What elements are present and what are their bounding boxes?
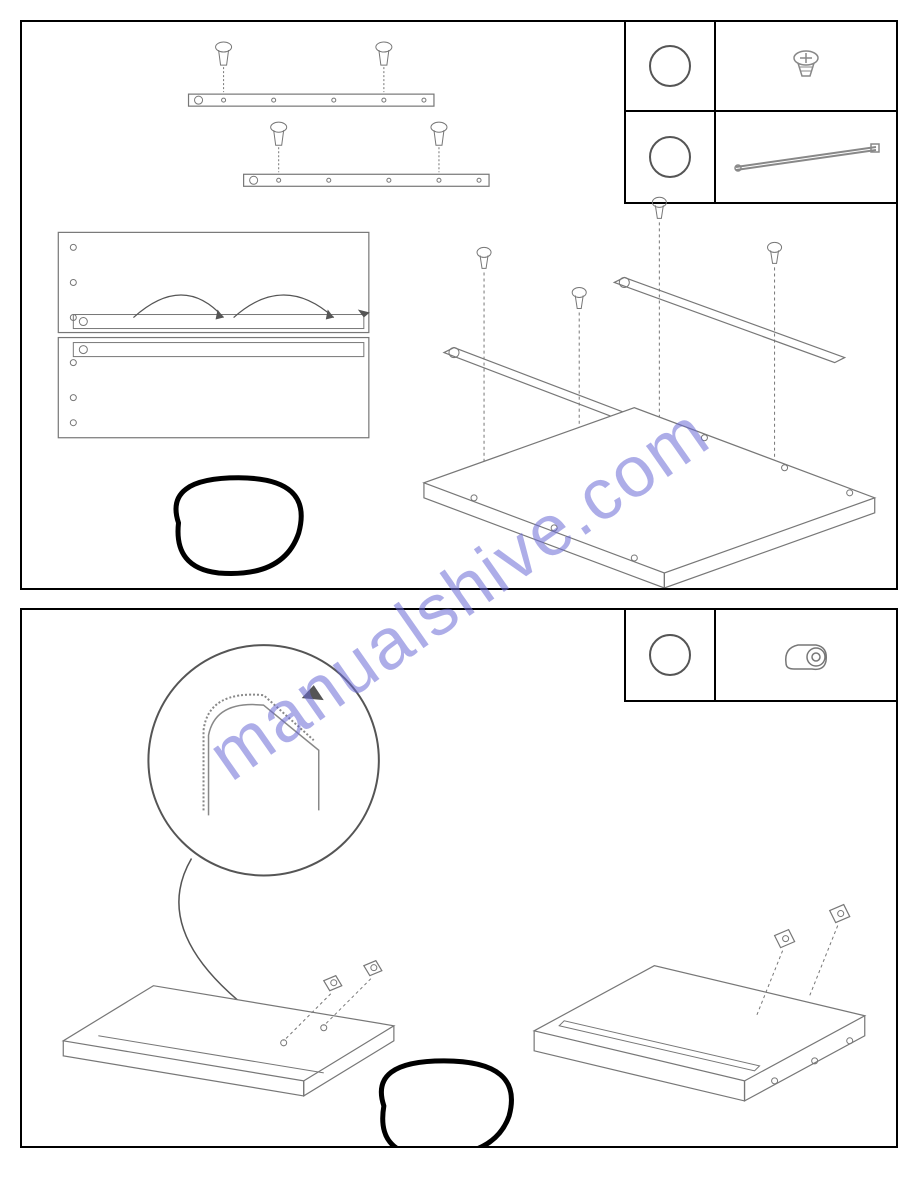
parts-icon-cell bbox=[716, 610, 896, 700]
parts-icon-cell bbox=[716, 22, 896, 112]
part-qty-circle bbox=[649, 136, 691, 178]
swirl-accent-bottom bbox=[381, 1061, 511, 1146]
parts-icon-cell bbox=[716, 112, 896, 202]
rail-icon bbox=[726, 137, 886, 177]
parts-list-table bbox=[624, 22, 896, 204]
part-qty-circle bbox=[649, 634, 691, 676]
parts-indicator-cell bbox=[626, 112, 716, 202]
assembly-step-panel-top bbox=[20, 20, 898, 590]
exploded-base-right bbox=[424, 197, 875, 588]
parts-indicator-cell bbox=[626, 22, 716, 112]
parts-indicator-cell bbox=[626, 610, 716, 700]
panel-left-clips bbox=[63, 961, 394, 1096]
detail-callout bbox=[148, 645, 378, 1056]
swirl-accent-top bbox=[176, 478, 301, 574]
rail-with-screws-group-lower bbox=[244, 122, 489, 186]
panel-right-clips-rail bbox=[534, 905, 865, 1101]
rail-with-screws-group-upper bbox=[189, 42, 434, 106]
screw-icon bbox=[788, 48, 824, 84]
assembly-step-panel-bottom bbox=[20, 608, 898, 1148]
parts-list-table bbox=[624, 610, 896, 702]
cam-clip-icon bbox=[776, 633, 836, 678]
stacked-side-panels bbox=[58, 232, 370, 437]
part-qty-circle bbox=[649, 45, 691, 87]
